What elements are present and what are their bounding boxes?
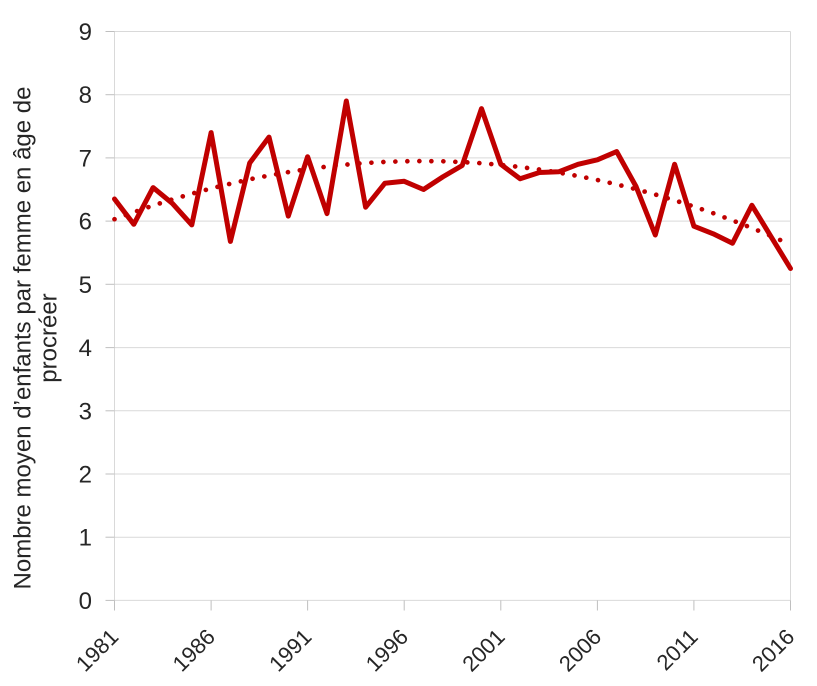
svg-text:9: 9 [79,19,92,46]
svg-text:2: 2 [79,462,92,489]
svg-text:0: 0 [79,588,92,615]
svg-text:2001: 2001 [457,624,509,676]
svg-text:1986: 1986 [168,624,220,676]
svg-text:7: 7 [79,145,92,172]
svg-text:procréer: procréer [36,293,63,382]
svg-text:2011: 2011 [652,624,703,675]
svg-text:3: 3 [79,398,92,425]
svg-text:5: 5 [79,272,92,299]
svg-text:6: 6 [79,209,92,236]
svg-text:1991: 1991 [264,624,316,676]
svg-text:2006: 2006 [554,624,606,676]
svg-text:2016: 2016 [747,624,799,676]
svg-text:Nombre moyen d’enfants par fem: Nombre moyen d’enfants par femme en âge … [10,87,37,590]
svg-text:1: 1 [79,525,92,552]
svg-text:4: 4 [79,335,92,362]
svg-text:1981: 1981 [71,624,123,676]
svg-text:1996: 1996 [361,624,413,676]
svg-text:8: 8 [79,82,92,109]
